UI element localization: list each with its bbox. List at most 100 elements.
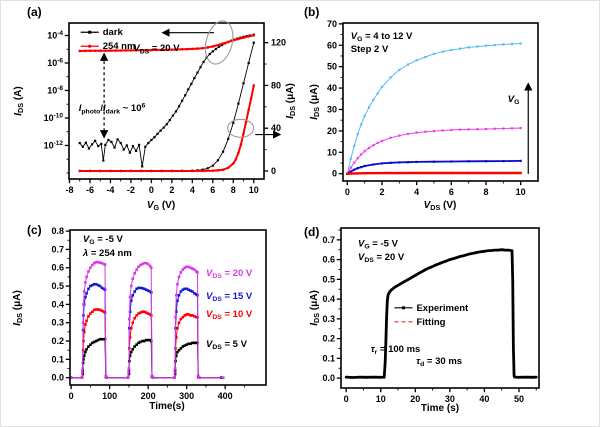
c-yaxis-title: IDS (μA) <box>12 290 24 326</box>
b-yaxis-title: IDS (μA) <box>309 84 321 120</box>
a-axes: -8 -6 -4 -2 0 2 4 6 8 10 VG (V) 10-4 10-6 10-8 10-10 10… <box>13 30 297 212</box>
a-legend: dark 254 nm <box>80 27 135 52</box>
b-ytick-label: 40 <box>327 83 337 93</box>
d-axes: 0 10 20 30 40 50 Time (s) 0.0 0.1 0.2 0.3 0.4 0.5 0.6… <box>309 229 537 414</box>
a-ytick-right-label: 0 <box>271 166 276 176</box>
panel-c-chart: 0 100 200 300 400 Time(s) 0.0 0.1 0.2 0.3 0.4 0.5 0.… <box>12 226 267 412</box>
a-xaxis-title: VG (V) <box>147 200 175 212</box>
panel-d-chart: 0 10 20 30 40 50 Time (s) 0.0 0.1 0.2 0.3 0.4 0.5 0.6… <box>309 227 540 414</box>
a-xtick-label: 2 <box>169 185 174 195</box>
a-ytick-label: 10-12 <box>44 140 64 150</box>
panel-a-transfer-curves: -8 -6 -4 -2 0 2 4 6 8 10 VG (V) 10-4 10-6 10-8 10-10 10… <box>1 1 301 215</box>
d-ytick-label: 0.5 <box>322 274 335 284</box>
a-ytick-label: 10-10 <box>44 113 64 123</box>
a-legend-label: dark <box>103 27 124 38</box>
b-ytick-label: 30 <box>327 104 337 114</box>
a-annotations: VDS = 20 V Iphoto/Idark ~ 106 <box>79 20 282 139</box>
c-axes: 0 100 200 300 400 Time(s) 0.0 0.1 0.2 0.3 0.4 0.5 0.… <box>12 226 245 412</box>
b-xtick-label: 8 <box>483 187 488 197</box>
d-plot-frame <box>340 227 540 389</box>
b-ytick-label: 20 <box>327 126 337 136</box>
a-xtick-label: -4 <box>106 185 114 195</box>
b-ytick-label: 50 <box>327 62 337 72</box>
a-yaxis-right-title: IDS (μA) <box>285 83 297 119</box>
c-xtick-label: 0 <box>69 391 74 401</box>
c-annotation-text: VG = -5 V <box>83 234 124 246</box>
a-xtick-label: -8 <box>66 185 74 195</box>
c-plot-frame <box>69 229 267 386</box>
panel-c-photoresponse-cycles: 0 100 200 300 400 Time(s) 0.0 0.1 0.2 0.3 0.4 0.5 0.… <box>1 215 301 426</box>
a-ytick-label: 10-6 <box>47 58 63 68</box>
c-ytick-label: 0.7 <box>51 244 64 254</box>
b-ytick-label: 70 <box>327 19 337 29</box>
c-annotation-text: λ = 254 nm <box>82 248 132 259</box>
c-xtick-label: 400 <box>218 391 233 401</box>
a-ytick-right-label: 80 <box>271 80 281 90</box>
c-xtick-label: 300 <box>179 391 194 401</box>
c-series-group <box>70 260 225 379</box>
c-ytick-label: 0.6 <box>51 263 64 273</box>
d-ytick-label: 0.2 <box>322 334 335 344</box>
b-xaxis-title: VDS (V) <box>424 200 457 212</box>
d-ytick-label: 0.3 <box>322 314 335 324</box>
a-annotation-ellipse <box>227 118 255 138</box>
a-xtick-label: 4 <box>190 185 195 195</box>
c-ytick-label: 0.8 <box>51 226 64 236</box>
d-annotation-text: τr = 100 ms <box>371 344 421 356</box>
b-xtick-label: 0 <box>345 187 350 197</box>
c-annotation-text: VDS = 10 V <box>206 309 253 321</box>
a-series-group <box>78 33 256 173</box>
b-series-v-g-4-6-v <box>346 171 522 175</box>
a-ytick-right-label: 120 <box>271 38 286 48</box>
d-xaxis-title: Time (s) <box>421 403 459 414</box>
b-annotation-text: VG = 4 to 12 V <box>351 31 413 43</box>
b-ytick-label: 0 <box>332 169 337 179</box>
d-xtick-label: 20 <box>410 394 420 404</box>
d-legend-label: Experiment <box>416 303 469 314</box>
d-annotation-text: τd = 30 ms <box>416 356 462 368</box>
d-xtick-label: 0 <box>344 394 349 404</box>
d-ytick-label: 0.4 <box>322 294 335 304</box>
a-annotation-text: VDS = 20 V <box>133 43 180 55</box>
b-ytick-label: 60 <box>327 40 337 50</box>
d-xtick-label: 10 <box>376 394 386 404</box>
panel-label-d: (d) <box>304 225 320 239</box>
c-xaxis-title: Time(s) <box>149 401 184 412</box>
d-series-experiment <box>344 248 538 379</box>
d-annotation-text: VG = -5 V <box>358 238 399 250</box>
b-xtick-label: 4 <box>414 187 419 197</box>
d-ytick-label: 0.7 <box>322 235 335 245</box>
c-annotation-text: VDS = 20 V <box>206 268 253 280</box>
d-series-group <box>344 248 538 379</box>
panel-b-output-curves: 0 2 4 6 8 10 VDS (V) 0 10 20 30 40 50 60 70 IDS (μA) VG … <box>301 1 599 215</box>
a-xtick-label: -6 <box>86 185 94 195</box>
c-annotation-text: VDS = 15 V <box>206 291 253 303</box>
c-ytick-label: 0.4 <box>51 299 64 309</box>
b-plot-frame <box>342 22 539 182</box>
d-legend: Experiment Fitting <box>394 303 469 328</box>
c-series-v-ds-5-v <box>70 337 223 379</box>
b-xtick-label: 6 <box>449 187 454 197</box>
c-annotations: VG = -5 V λ = 254 nm VDS = 20 V VDS = 15 V V… <box>82 234 253 351</box>
b-axes: 0 2 4 6 8 10 VDS (V) 0 10 20 30 40 50 60 70 IDS (μA) <box>309 19 526 212</box>
b-annotation-text: VG <box>508 94 520 106</box>
a-ytick-label: 10-8 <box>47 85 63 95</box>
a-xtick-label: 6 <box>210 185 215 195</box>
a-xtick-label: -2 <box>127 185 135 195</box>
d-annotation-text: VDS = 20 V <box>358 252 405 264</box>
c-ytick-label: 0.5 <box>51 281 64 291</box>
a-xtick-label: 0 <box>149 185 154 195</box>
c-ytick-label: 0.1 <box>51 354 64 364</box>
b-xtick-label: 10 <box>516 187 526 197</box>
b-ytick-label: 10 <box>327 147 337 157</box>
d-ytick-label: 0.6 <box>322 255 335 265</box>
c-series-v-ds-20-v <box>70 260 225 379</box>
c-ytick-label: 0.3 <box>51 318 64 328</box>
c-xtick-label: 200 <box>141 391 156 401</box>
c-series-v-ds-15-v <box>70 282 223 379</box>
d-xtick-label: 40 <box>479 394 489 404</box>
a-annotation-text: Iphoto/Idark ~ 106 <box>79 103 146 116</box>
c-xtick-label: 100 <box>102 391 117 401</box>
